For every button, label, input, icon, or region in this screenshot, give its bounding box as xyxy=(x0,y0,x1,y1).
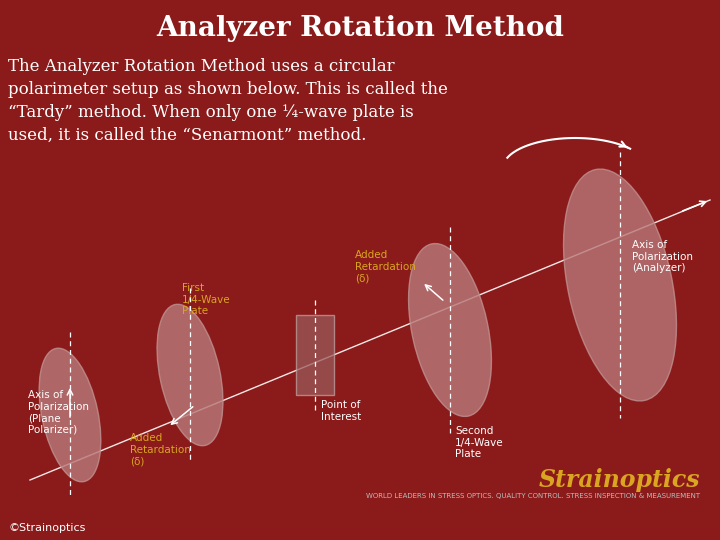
Text: First
1/4-Wave
Plate: First 1/4-Wave Plate xyxy=(182,283,230,316)
Text: Strainoptics: Strainoptics xyxy=(539,468,700,492)
Text: Added
Retardation
(δ): Added Retardation (δ) xyxy=(130,433,191,466)
Text: Point of
Interest: Point of Interest xyxy=(321,400,361,422)
Text: Axis of
Polarization
(Analyzer): Axis of Polarization (Analyzer) xyxy=(632,240,693,273)
Ellipse shape xyxy=(39,348,101,482)
Text: Added
Retardation
(δ): Added Retardation (δ) xyxy=(355,250,416,283)
Text: WORLD LEADERS IN STRESS OPTICS. QUALITY CONTROL. STRESS INSPECTION & MEASUREMENT: WORLD LEADERS IN STRESS OPTICS. QUALITY … xyxy=(366,493,700,499)
Ellipse shape xyxy=(408,244,492,416)
Text: Axis of
Polarization
(Plane
Polarizer): Axis of Polarization (Plane Polarizer) xyxy=(28,390,89,435)
Text: The Analyzer Rotation Method uses a circular
polarimeter setup as shown below. T: The Analyzer Rotation Method uses a circ… xyxy=(8,58,448,144)
Text: Analyzer Rotation Method: Analyzer Rotation Method xyxy=(156,15,564,42)
Text: ©Strainoptics: ©Strainoptics xyxy=(8,523,86,533)
Text: Second
1/4-Wave
Plate: Second 1/4-Wave Plate xyxy=(455,426,503,459)
Ellipse shape xyxy=(157,305,223,445)
Bar xyxy=(296,315,334,395)
Ellipse shape xyxy=(564,169,677,401)
